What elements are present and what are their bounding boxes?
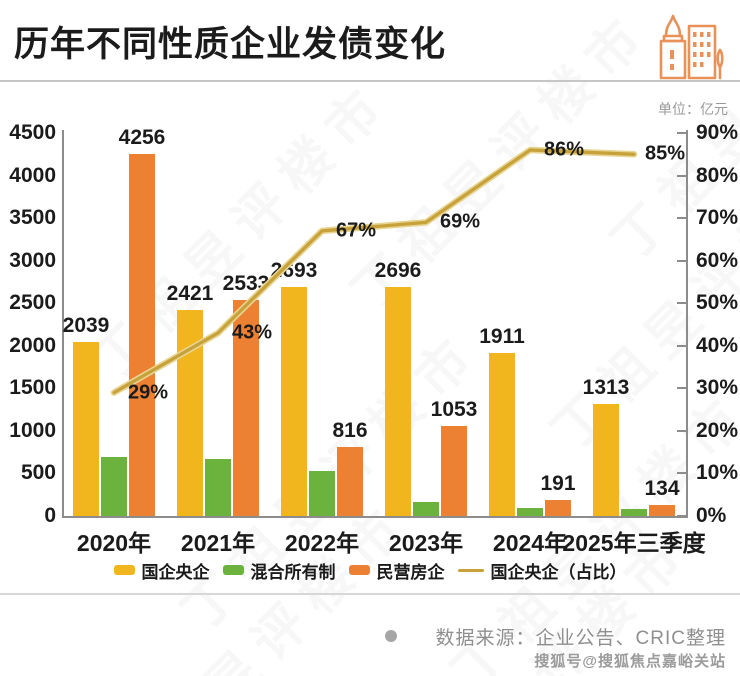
y-axis-left-label: 500 [20,461,56,485]
y-axis-left-label: 2000 [9,333,56,357]
bar-value-label: 191 [540,471,576,495]
bullet-dot-icon [385,630,397,642]
line-value-label: 85% [645,142,686,165]
y-axis-left-label: 4000 [9,163,56,187]
y-axis-right-line [686,130,688,516]
y-axis-left-label: 3000 [9,248,56,272]
account-watermark-text: 搜狐号@搜狐焦点嘉峪关站 [534,653,726,670]
data-source-text: 数据来源：企业公告、CRIC整理 [435,628,726,649]
bar-value-label: 134 [644,476,680,500]
bar-民营房企 [649,504,675,516]
bar-民营房企 [129,153,155,516]
bar-value-label: 1053 [430,398,478,422]
header-divider [0,80,740,82]
bar-民营房企 [545,499,571,516]
y-axis-right-tick [677,302,686,305]
x-axis-label: 2020年 [76,530,152,556]
x-axis-label: 2021年 [180,530,256,556]
y-axis-right-label: 0% [696,504,727,527]
legend-label: 民营房企 [376,562,445,582]
bar-value-label: 4256 [118,125,166,149]
bar-value-label: 2421 [166,281,214,305]
buildings-icon [659,14,724,80]
bar-混合所有制 [413,501,439,516]
legend-swatch-icon [113,565,135,575]
legend-line-marker-icon [457,568,484,572]
y-axis-left-label: 2500 [9,291,56,315]
y-axis-left-line [62,130,64,516]
x-axis-label: 2025年三季度 [562,530,706,556]
y-axis-left-label: 3500 [9,206,56,230]
bar-混合所有制 [621,508,647,516]
bar-value-label: 2696 [374,258,422,282]
y-axis-right-tick [677,429,686,432]
page-title: 历年不同性质企业发债变化 [14,25,447,64]
y-axis-right-label: 70% [696,206,739,230]
x-axis-line [62,516,688,518]
x-axis-label: 2022年 [284,530,360,556]
y-axis-left-label: 1000 [9,418,56,442]
y-axis-right-tick [677,472,686,475]
y-axis-right-label: 30% [696,376,739,400]
bar-混合所有制 [101,457,127,516]
bar-混合所有制 [517,507,543,516]
y-axis-right-tick [677,344,686,347]
line-value-label: 29% [128,381,169,404]
bar-民营房企 [441,426,467,516]
legend-label: 国企央企 [141,562,210,582]
legend-swatch-icon [348,565,370,575]
bar-value-label: 1911 [479,325,525,349]
y-axis-right-label: 80% [696,163,739,187]
bar-国企央企 [385,286,411,516]
y-axis-right-label: 60% [696,248,739,272]
y-axis-right-tick [677,217,686,220]
y-axis-left-label: 4500 [9,121,56,144]
bar-国企央企 [281,286,307,516]
y-axis-left-label: 1500 [9,376,56,400]
x-axis-label: 2024年 [492,530,568,556]
bar-value-label: 2039 [62,314,110,338]
bar-混合所有制 [205,458,231,516]
legend-swatch-icon [222,565,244,575]
footer-divider [0,593,740,595]
chart-legend: 国企央企 混合所有制 民营房企 国企央企（占比） [0,557,740,583]
y-axis-right-tick [677,515,686,517]
x-axis-label: 2023年 [388,530,464,556]
bar-value-label: 1313 [582,376,630,400]
bar-国企央企 [489,353,515,516]
bar-民营房企 [337,446,363,516]
line-value-label: 43% [232,321,273,344]
y-axis-right-label: 40% [696,333,739,357]
line-value-label: 67% [336,219,377,242]
unit-label: 单位：亿元 [658,101,728,117]
bar-国企央企 [593,404,619,516]
bar-value-label: 2533 [222,272,270,296]
y-axis-right-tick [677,132,686,134]
bar-混合所有制 [309,470,335,516]
y-axis-right-label: 90% [696,121,739,144]
legend-item: 国企央企（占比） [457,558,627,583]
line-value-label: 69% [440,210,481,233]
legend-label: 国企央企（占比） [490,562,627,582]
y-axis-left-label: 0 [44,504,56,527]
bar-value-label: 2693 [270,258,318,282]
legend-item: 混合所有制 [222,558,336,583]
y-axis-right-tick [677,387,686,390]
y-axis-right-label: 50% [696,291,739,315]
legend-item: 民营房企 [348,558,445,583]
y-axis-right-tick [677,174,686,177]
y-axis-right-tick [677,259,686,262]
legend-item: 国企央企 [113,558,210,583]
y-axis-right-label: 10% [696,461,739,485]
bar-国企央企 [73,342,99,516]
y-axis-right-label: 20% [696,418,739,442]
bar-value-label: 816 [332,418,368,442]
bar-国企央企 [177,309,203,516]
line-value-label: 86% [544,138,585,161]
legend-label: 混合所有制 [250,562,336,582]
